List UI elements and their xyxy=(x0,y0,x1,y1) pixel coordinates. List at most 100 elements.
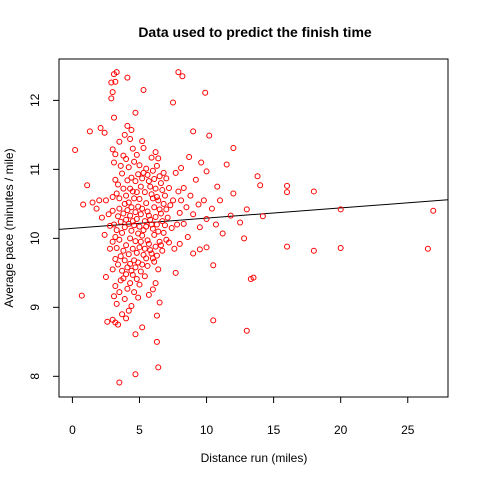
data-point xyxy=(174,221,181,228)
regression-line xyxy=(58,199,449,230)
data-point xyxy=(165,184,172,191)
data-point xyxy=(116,195,123,202)
data-point xyxy=(187,192,194,199)
data-point xyxy=(115,321,122,328)
data-point xyxy=(116,236,123,243)
data-point xyxy=(131,289,138,296)
data-point xyxy=(133,216,140,223)
data-point xyxy=(157,210,164,217)
data-point xyxy=(148,154,155,161)
data-point xyxy=(136,281,143,288)
data-point xyxy=(125,164,132,171)
data-point xyxy=(151,176,158,183)
data-point xyxy=(113,245,120,252)
data-point xyxy=(151,204,158,211)
data-point xyxy=(192,176,199,183)
data-point xyxy=(151,258,158,265)
x-tick-label: 20 xyxy=(334,423,348,437)
data-point xyxy=(128,302,135,309)
data-point xyxy=(141,245,148,252)
data-point xyxy=(210,317,217,324)
data-point xyxy=(93,205,100,212)
data-point xyxy=(129,271,136,278)
data-point xyxy=(153,193,160,200)
data-point xyxy=(112,282,119,289)
data-point xyxy=(163,206,170,213)
data-point xyxy=(206,132,213,139)
data-point xyxy=(167,202,174,209)
data-point xyxy=(140,227,147,234)
data-point xyxy=(109,266,116,273)
data-point xyxy=(121,224,128,231)
data-point xyxy=(121,296,128,303)
data-point xyxy=(123,242,130,249)
data-point xyxy=(132,264,139,271)
data-point xyxy=(202,89,209,96)
data-point xyxy=(120,152,127,159)
data-point xyxy=(168,225,175,231)
data-point xyxy=(172,169,179,176)
data-point xyxy=(156,299,163,306)
data-point xyxy=(254,173,261,180)
data-point xyxy=(120,185,127,192)
data-point xyxy=(190,128,197,135)
data-point xyxy=(133,276,140,283)
data-point xyxy=(139,324,146,331)
data-point xyxy=(120,210,127,217)
data-point xyxy=(337,245,344,252)
data-point xyxy=(119,170,126,177)
data-point xyxy=(200,197,207,204)
data-point xyxy=(84,182,91,189)
data-point xyxy=(109,193,116,200)
data-point xyxy=(155,155,162,162)
data-point xyxy=(102,273,109,280)
data-point xyxy=(178,197,185,204)
data-point xyxy=(259,213,266,220)
x-tick-label: 5 xyxy=(136,423,143,437)
x-tick-label: 10 xyxy=(200,423,214,437)
data-point xyxy=(230,190,237,197)
data-point xyxy=(145,291,152,298)
data-point xyxy=(112,151,119,158)
x-tick-label: 0 xyxy=(69,423,76,437)
data-point xyxy=(109,238,116,245)
data-point xyxy=(153,221,160,228)
data-point xyxy=(117,162,124,169)
data-point xyxy=(102,197,109,204)
data-point xyxy=(430,207,437,214)
data-point xyxy=(337,206,344,213)
data-point xyxy=(108,95,115,102)
data-point xyxy=(137,211,144,218)
data-point xyxy=(113,190,120,197)
data-point xyxy=(216,197,223,204)
data-point xyxy=(196,246,203,253)
data-point xyxy=(157,180,164,187)
data-point xyxy=(132,109,139,116)
data-point xyxy=(110,159,117,166)
data-point xyxy=(119,267,126,274)
x-axis: 0 5 10 15 20 25 xyxy=(69,397,415,437)
data-point xyxy=(132,209,139,216)
data-point xyxy=(136,223,143,230)
data-point xyxy=(127,260,134,267)
data-point xyxy=(120,275,127,282)
data-point xyxy=(106,222,113,229)
data-point xyxy=(147,247,154,254)
data-point xyxy=(141,273,148,280)
data-point xyxy=(310,247,317,254)
data-point xyxy=(212,221,219,228)
data-point xyxy=(128,204,135,211)
data-point xyxy=(175,69,182,76)
data-point xyxy=(139,175,146,182)
data-point xyxy=(78,292,85,299)
data-point xyxy=(127,280,134,287)
data-point xyxy=(149,286,156,293)
data-point xyxy=(125,251,132,258)
data-point xyxy=(175,188,182,195)
data-point xyxy=(116,379,123,386)
data-point xyxy=(257,182,264,189)
data-point xyxy=(137,268,144,275)
data-point xyxy=(112,256,119,263)
data-point xyxy=(156,238,163,245)
data-point xyxy=(80,201,87,208)
